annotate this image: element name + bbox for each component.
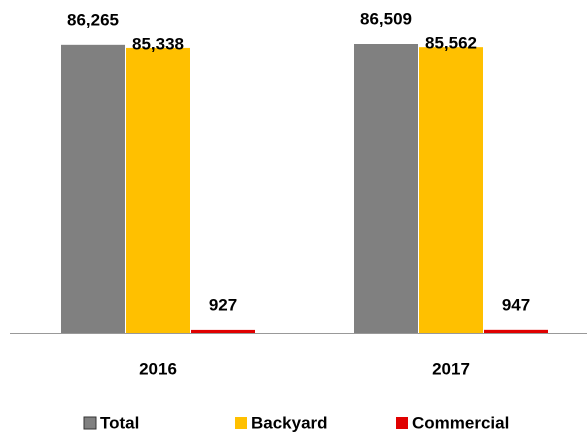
bar (484, 329, 548, 333)
value-label: 85,562 (425, 34, 477, 53)
x-tick-label: 2017 (432, 359, 470, 378)
value-label: 86,509 (360, 9, 412, 28)
legend-swatch (83, 416, 97, 430)
bar (126, 47, 190, 333)
legend-label: Total (100, 413, 139, 432)
value-label: 86,265 (67, 10, 119, 29)
bar (191, 329, 255, 333)
legend-label: Commercial (412, 413, 509, 432)
value-label: 85,338 (132, 34, 184, 53)
value-label: 927 (209, 295, 237, 314)
value-label: 947 (502, 295, 530, 314)
bar (419, 47, 483, 333)
x-tick-label: 2016 (139, 359, 177, 378)
legend-swatch (396, 417, 408, 429)
legend-label: Backyard (251, 413, 328, 432)
legend-swatch (235, 417, 247, 429)
bar (61, 44, 125, 334)
bar (354, 44, 418, 333)
